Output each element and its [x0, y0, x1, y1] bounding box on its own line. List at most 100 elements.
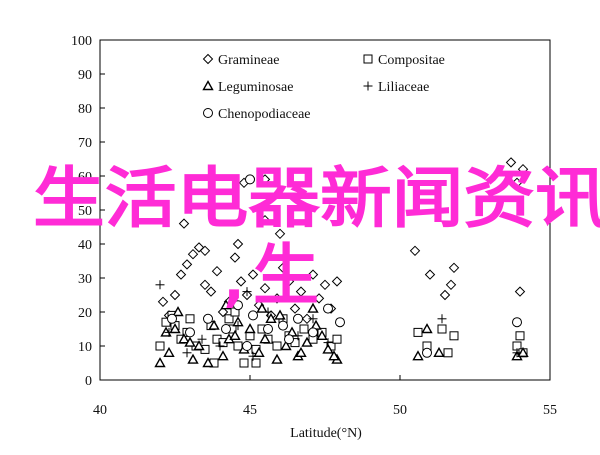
point-liliaceae: [215, 341, 225, 351]
point-liliaceae: [308, 314, 318, 324]
point-chenopodiaceae: [185, 327, 195, 338]
point-leguminosae: [202, 357, 214, 368]
x-tick-label: 40: [93, 403, 107, 418]
point-leguminosae: [322, 343, 334, 354]
y-tick-label: 10: [78, 340, 92, 355]
point-gramineae: [514, 286, 526, 297]
point-gramineae: [247, 269, 259, 280]
point-chenopodiaceae: [284, 334, 294, 345]
point-leguminosae: [280, 340, 292, 351]
point-gramineae: [289, 303, 301, 314]
y-tick-label: 30: [78, 272, 92, 287]
y-tick-label: 20: [78, 306, 92, 321]
point-chenopodiaceae: [308, 327, 318, 338]
overlay-comma: ,: [223, 249, 244, 314]
point-leguminosae: [193, 340, 205, 351]
point-gramineae: [439, 289, 451, 301]
point-leguminosae: [178, 333, 190, 344]
point-liliaceae: [182, 348, 192, 358]
point-chenopodiaceae: [245, 174, 255, 185]
point-leguminosae: [274, 309, 286, 320]
y-tick-label: 60: [78, 170, 92, 185]
legend: Gramineae Compositae Leguminosae Liliaceae C…: [202, 53, 445, 122]
point-liliaceae: [248, 351, 258, 361]
point-chenopodiaceae: [335, 317, 345, 328]
point-gramineae: [178, 218, 190, 229]
point-liliaceae: [164, 327, 174, 337]
point-gramineae: [307, 269, 319, 280]
point-gramineae: [505, 157, 517, 168]
point-gramineae: [445, 279, 457, 291]
y-axis: 0 10 20 30 40 50 60 70 80 90 100: [71, 34, 105, 389]
legend-label-leguminosae: Leguminosae: [218, 80, 293, 95]
point-liliaceae: [233, 321, 243, 331]
y-tick-label: 50: [78, 204, 92, 219]
point-chenopodiaceae: [248, 310, 258, 321]
point-leguminosae: [169, 323, 181, 334]
point-gramineae: [157, 296, 169, 308]
point-gramineae: [283, 276, 295, 287]
point-gramineae: [232, 238, 244, 250]
point-gramineae: [409, 245, 421, 257]
point-chenopodiaceae: [323, 303, 333, 314]
point-chenopodiaceae: [242, 341, 252, 351]
legend-label-liliaceae: Liliaceae: [378, 80, 429, 95]
point-compositae: [155, 341, 165, 351]
point-gramineae: [259, 174, 271, 185]
y-tick-label: 70: [78, 136, 92, 151]
point-liliaceae: [323, 338, 333, 348]
point-compositae: [224, 314, 234, 324]
point-leguminosae: [229, 329, 241, 340]
point-compositae: [251, 358, 261, 368]
y-tick-label: 40: [78, 238, 92, 253]
legend-marker-chenopodiaceae: [203, 108, 213, 118]
point-leguminosae: [154, 357, 166, 368]
y-tick-label: 80: [78, 102, 92, 117]
point-chenopodiaceae: [203, 313, 213, 324]
point-gramineae: [169, 289, 181, 301]
point-gramineae: [295, 286, 307, 297]
legend-marker-compositae: [363, 54, 373, 64]
point-chenopodiaceae: [233, 300, 243, 311]
point-leguminosae: [316, 329, 328, 340]
point-gramineae: [301, 313, 313, 325]
x-axis: 40 45 50 55: [93, 375, 557, 418]
point-leguminosae: [244, 323, 256, 334]
point-gramineae: [511, 177, 523, 189]
point-gramineae: [274, 228, 286, 240]
point-gramineae: [313, 293, 325, 304]
point-leguminosae: [184, 336, 196, 347]
point-leguminosae: [217, 350, 229, 361]
point-leguminosae: [220, 299, 232, 310]
point-liliaceae: [155, 280, 165, 290]
point-liliaceae: [197, 334, 207, 344]
x-tick-label: 45: [243, 403, 257, 418]
x-tick-label: 55: [543, 403, 557, 418]
x-axis-title: Latitude(°N): [290, 426, 362, 441]
point-gramineae: [181, 259, 193, 270]
point-compositae: [239, 358, 249, 368]
legend-label-compositae: Compositae: [378, 53, 445, 68]
point-liliaceae: [293, 331, 303, 341]
point-gramineae: [199, 279, 211, 291]
point-gramineae: [187, 248, 199, 260]
point-gramineae: [229, 252, 241, 263]
point-liliaceae: [242, 287, 252, 297]
point-compositae: [233, 341, 243, 351]
point-leguminosae: [271, 353, 283, 364]
point-leguminosae: [301, 336, 313, 347]
point-compositae: [413, 327, 423, 337]
point-leguminosae: [265, 312, 277, 323]
point-leguminosae: [172, 306, 184, 317]
x-tick-label: 50: [393, 403, 407, 418]
point-chenopodiaceae: [422, 347, 432, 358]
point-liliaceae: [512, 348, 522, 358]
overlay-headline: 生活电器新闻资讯: [33, 160, 600, 237]
point-leguminosae: [163, 346, 175, 357]
point-leguminosae: [328, 350, 340, 361]
point-chenopodiaceae: [293, 313, 303, 324]
point-gramineae: [448, 262, 460, 274]
point-gramineae: [517, 163, 529, 175]
legend-marker-gramineae: [202, 53, 214, 65]
point-gramineae: [199, 245, 211, 257]
